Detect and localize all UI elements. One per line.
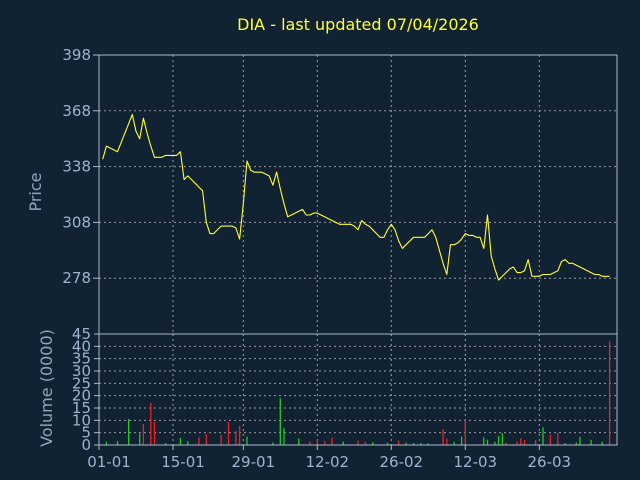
volume-tick-label: 45	[72, 325, 91, 343]
volume-bars	[105, 341, 611, 445]
date-tick-label: 26-03	[528, 453, 572, 471]
date-tick-label: 29-01	[232, 453, 276, 471]
volume-tick-label: 30	[72, 362, 91, 380]
date-tick-labels: 01-01 15-01 29-01 12-02 26-02 12-03 26-03	[87, 453, 571, 471]
date-tick-label: 26-02	[380, 453, 424, 471]
price-line	[102, 113, 610, 281]
price-tick-label: 368	[62, 102, 91, 120]
price-axis-label: Price	[26, 172, 45, 211]
price-tick-labels: 398 368 338 308 278	[62, 46, 91, 287]
volume-panel-frame	[98, 333, 618, 446]
date-tick-label: 01-01	[87, 453, 131, 471]
price-series	[102, 113, 610, 281]
volume-grid	[94, 333, 617, 450]
volume-tick-label: 10	[72, 411, 91, 429]
volume-axis-label: Volume (0000)	[37, 329, 56, 447]
price-tick-label: 308	[62, 213, 91, 231]
volume-tick-label: 5	[81, 424, 91, 442]
price-tick-label: 338	[62, 158, 91, 176]
date-tick-label: 15-01	[161, 453, 205, 471]
volume-tick-label: 40	[72, 337, 91, 355]
date-tick-label: 12-02	[306, 453, 350, 471]
chart-title: DIA - last updated 07/04/2026	[237, 15, 479, 34]
price-grid	[93, 54, 617, 334]
volume-tick-label: 0	[81, 436, 91, 454]
price-tick-label: 278	[62, 269, 91, 287]
volume-tick-label: 20	[72, 387, 91, 405]
volume-tick-label: 25	[72, 374, 91, 392]
price-tick-label: 398	[62, 46, 91, 64]
date-tick-label: 12-03	[454, 453, 498, 471]
volume-tick-label: 15	[72, 399, 91, 417]
volume-tick-label: 35	[72, 350, 91, 368]
axes	[98, 54, 618, 446]
